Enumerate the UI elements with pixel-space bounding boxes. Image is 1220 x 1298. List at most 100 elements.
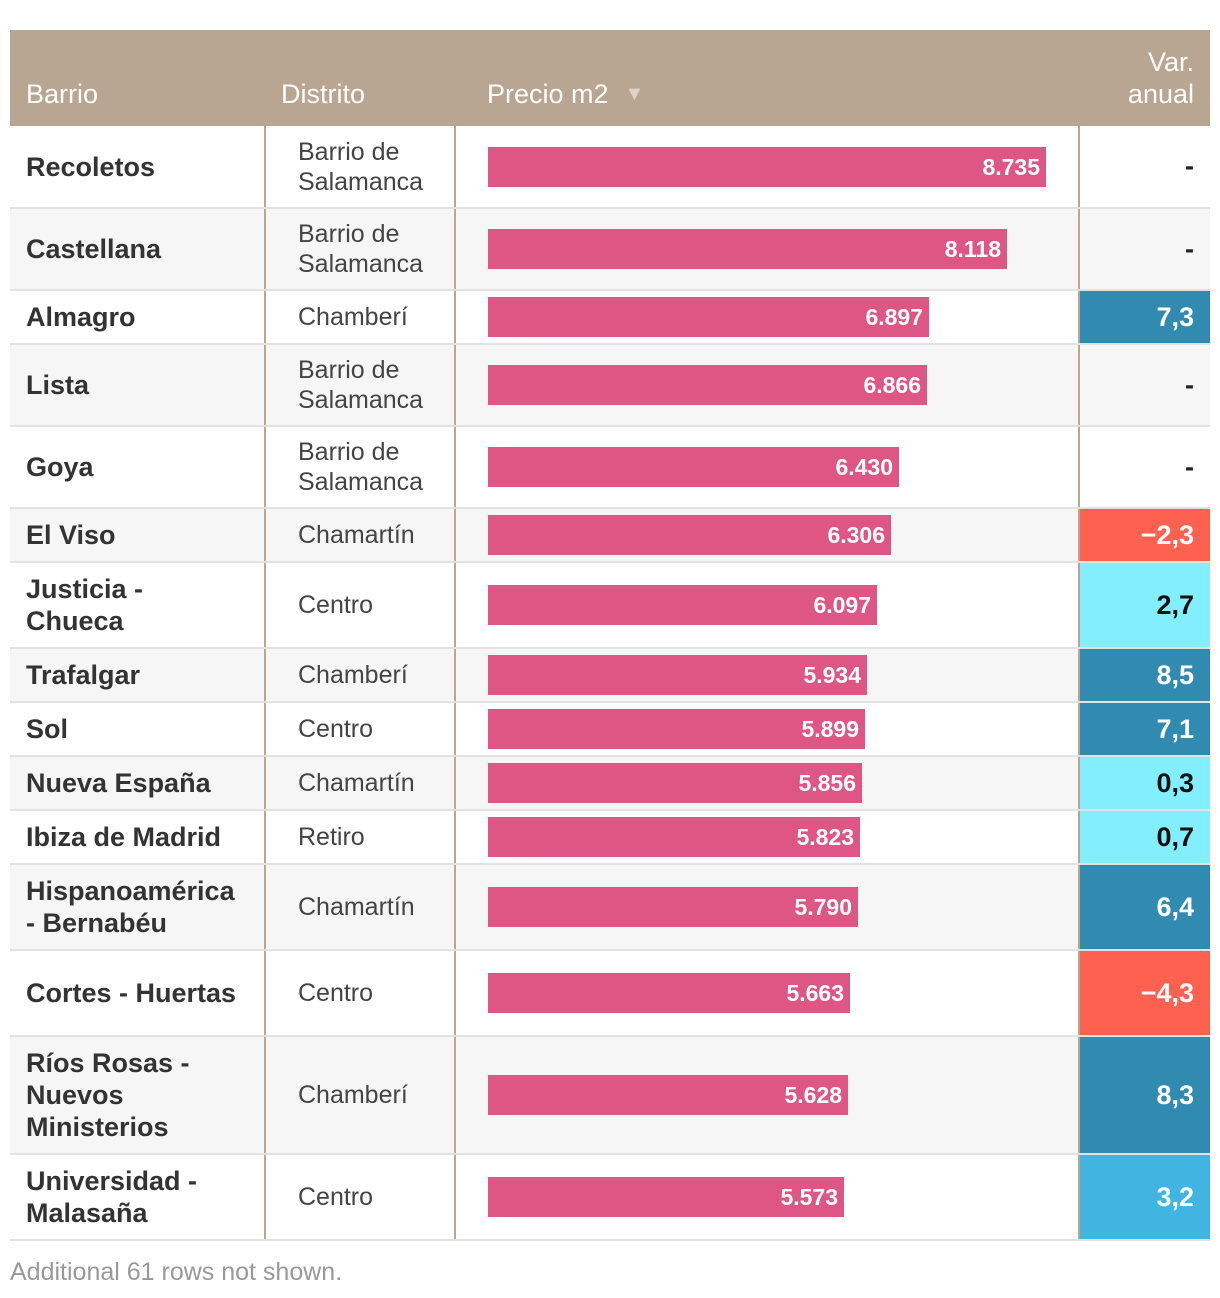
precio-bar: 5.934: [488, 655, 867, 695]
cell-var-anual: 3,2: [1079, 1154, 1210, 1241]
cell-distrito: Chamberí: [265, 648, 456, 703]
precio-bar: 5.573: [488, 1177, 844, 1217]
cell-distrito: Chamartín: [265, 756, 456, 811]
precio-bar: 5.899: [488, 709, 865, 749]
cell-distrito: Barrio de Salamanca: [265, 426, 456, 509]
cell-precio: 6.097: [455, 562, 1080, 649]
cell-var-anual: -: [1079, 426, 1210, 509]
cell-barrio: Ibiza de Madrid: [10, 810, 266, 865]
precio-bar: 6.897: [488, 297, 929, 337]
table-row: Sol Centro 5.899 7,1: [10, 702, 1210, 757]
cell-distrito: Chamartín: [265, 864, 456, 951]
table-row: Ríos Rosas - Nuevos Ministerios Chamberí 5…: [10, 1036, 1210, 1155]
cell-var-anual: −4,3: [1079, 950, 1210, 1037]
table-row: Lista Barrio de Salamanca 6.866 -: [10, 344, 1210, 427]
table-row: Goya Barrio de Salamanca 6.430 -: [10, 426, 1210, 509]
table-row: Cortes - Huertas Centro 5.663 −4,3: [10, 950, 1210, 1037]
cell-barrio: Lista: [10, 344, 266, 427]
table-row: Trafalgar Chamberí 5.934 8,5: [10, 648, 1210, 703]
cell-distrito: Barrio de Salamanca: [265, 208, 456, 291]
precio-bar: 6.866: [488, 365, 927, 405]
cell-var-anual: 6,4: [1079, 864, 1210, 951]
sort-descending-icon[interactable]: ▼: [624, 83, 645, 105]
table-row: Hispanoamérica - Bernabéu Chamartín 5.790 6…: [10, 864, 1210, 951]
cell-distrito: Centro: [265, 950, 456, 1037]
table-row: Justicia - Chueca Centro 6.097 2,7: [10, 562, 1210, 649]
cell-barrio: Castellana: [10, 208, 266, 291]
cell-precio: 6.866: [455, 344, 1080, 427]
cell-barrio: Trafalgar: [10, 648, 266, 703]
cell-var-anual: 0,7: [1079, 810, 1210, 865]
table-row: Ibiza de Madrid Retiro 5.823 0,7: [10, 810, 1210, 865]
cell-var-anual: 7,3: [1079, 290, 1210, 345]
cell-distrito: Chamberí: [265, 290, 456, 345]
cell-barrio: Ríos Rosas - Nuevos Ministerios: [10, 1036, 266, 1155]
cell-var-anual: 8,5: [1079, 648, 1210, 703]
cell-distrito: Barrio de Salamanca: [265, 344, 456, 427]
cell-barrio: El Viso: [10, 508, 266, 563]
cell-barrio: Recoletos: [10, 126, 266, 209]
cell-precio: 5.899: [455, 702, 1080, 757]
cell-barrio: Sol: [10, 702, 266, 757]
cell-distrito: Chamberí: [265, 1036, 456, 1155]
precio-bar: 6.430: [488, 447, 899, 487]
table-row: El Viso Chamartín 6.306 −2,3: [10, 508, 1210, 563]
cell-distrito: Barrio de Salamanca: [265, 126, 456, 209]
precio-bar: 8.118: [488, 229, 1007, 269]
cell-barrio: Cortes - Huertas: [10, 950, 266, 1037]
table-row: Almagro Chamberí 6.897 7,3: [10, 290, 1210, 345]
cell-distrito: Centro: [265, 562, 456, 649]
column-header-barrio[interactable]: Barrio: [10, 30, 265, 126]
cell-barrio: Goya: [10, 426, 266, 509]
cell-distrito: Retiro: [265, 810, 456, 865]
cell-var-anual: -: [1079, 208, 1210, 291]
table-body: Recoletos Barrio de Salamanca 8.735- Castel…: [10, 126, 1210, 1241]
column-header-distrito[interactable]: Distrito: [265, 30, 455, 126]
column-header-precio-label: Precio m2: [487, 79, 609, 109]
cell-distrito: Chamartín: [265, 508, 456, 563]
cell-precio: 5.856: [455, 756, 1080, 811]
cell-var-anual: 7,1: [1079, 702, 1210, 757]
cell-precio: 5.934: [455, 648, 1080, 703]
precio-bar: 5.790: [488, 887, 858, 927]
cell-precio: 5.823: [455, 810, 1080, 865]
precio-bar: 5.856: [488, 763, 862, 803]
cell-distrito: Centro: [265, 1154, 456, 1241]
data-table-wrapper: Barrio Distrito Precio m2 ▼ Var. anual Re…: [10, 30, 1210, 1241]
cell-var-anual: 8,3: [1079, 1036, 1210, 1155]
column-header-precio[interactable]: Precio m2 ▼: [455, 30, 1079, 126]
cell-barrio: Universidad - Malasaña: [10, 1154, 266, 1241]
cell-precio: 5.663: [455, 950, 1080, 1037]
data-table: Barrio Distrito Precio m2 ▼ Var. anual Re…: [10, 30, 1210, 1241]
cell-precio: 5.628: [455, 1036, 1080, 1155]
table-header-row: Barrio Distrito Precio m2 ▼ Var. anual: [10, 30, 1210, 126]
cell-distrito: Centro: [265, 702, 456, 757]
column-header-var-anual[interactable]: Var. anual: [1079, 30, 1210, 126]
column-header-var-anual-label: Var. anual: [1127, 47, 1194, 109]
cell-precio: 6.306: [455, 508, 1080, 563]
footnote: Additional 61 rows not shown.: [10, 1258, 343, 1286]
precio-bar: 5.823: [488, 817, 860, 857]
table-row: Recoletos Barrio de Salamanca 8.735-: [10, 126, 1210, 209]
cell-var-anual: 0,3: [1079, 756, 1210, 811]
table-row: Castellana Barrio de Salamanca 8.118 -: [10, 208, 1210, 291]
cell-var-anual: −2,3: [1079, 508, 1210, 563]
cell-barrio: Hispanoamérica - Bernabéu: [10, 864, 266, 951]
precio-bar: 6.097: [488, 585, 877, 625]
cell-var-anual: -: [1079, 344, 1210, 427]
cell-var-anual: -: [1079, 126, 1210, 209]
precio-bar: 5.628: [488, 1075, 848, 1115]
cell-precio: 5.573: [455, 1154, 1080, 1241]
cell-var-anual: 2,7: [1079, 562, 1210, 649]
cell-precio: 5.790: [455, 864, 1080, 951]
precio-bar: 6.306: [488, 515, 891, 555]
cell-barrio: Justicia - Chueca: [10, 562, 266, 649]
cell-barrio: Nueva España: [10, 756, 266, 811]
cell-precio: 6.430: [455, 426, 1080, 509]
table-row: Nueva España Chamartín 5.856 0,3: [10, 756, 1210, 811]
cell-barrio: Almagro: [10, 290, 266, 345]
cell-precio: 8.118: [455, 208, 1080, 291]
cell-precio: 6.897: [455, 290, 1080, 345]
precio-bar: 5.663: [488, 973, 850, 1013]
cell-precio: 8.735: [455, 126, 1080, 209]
